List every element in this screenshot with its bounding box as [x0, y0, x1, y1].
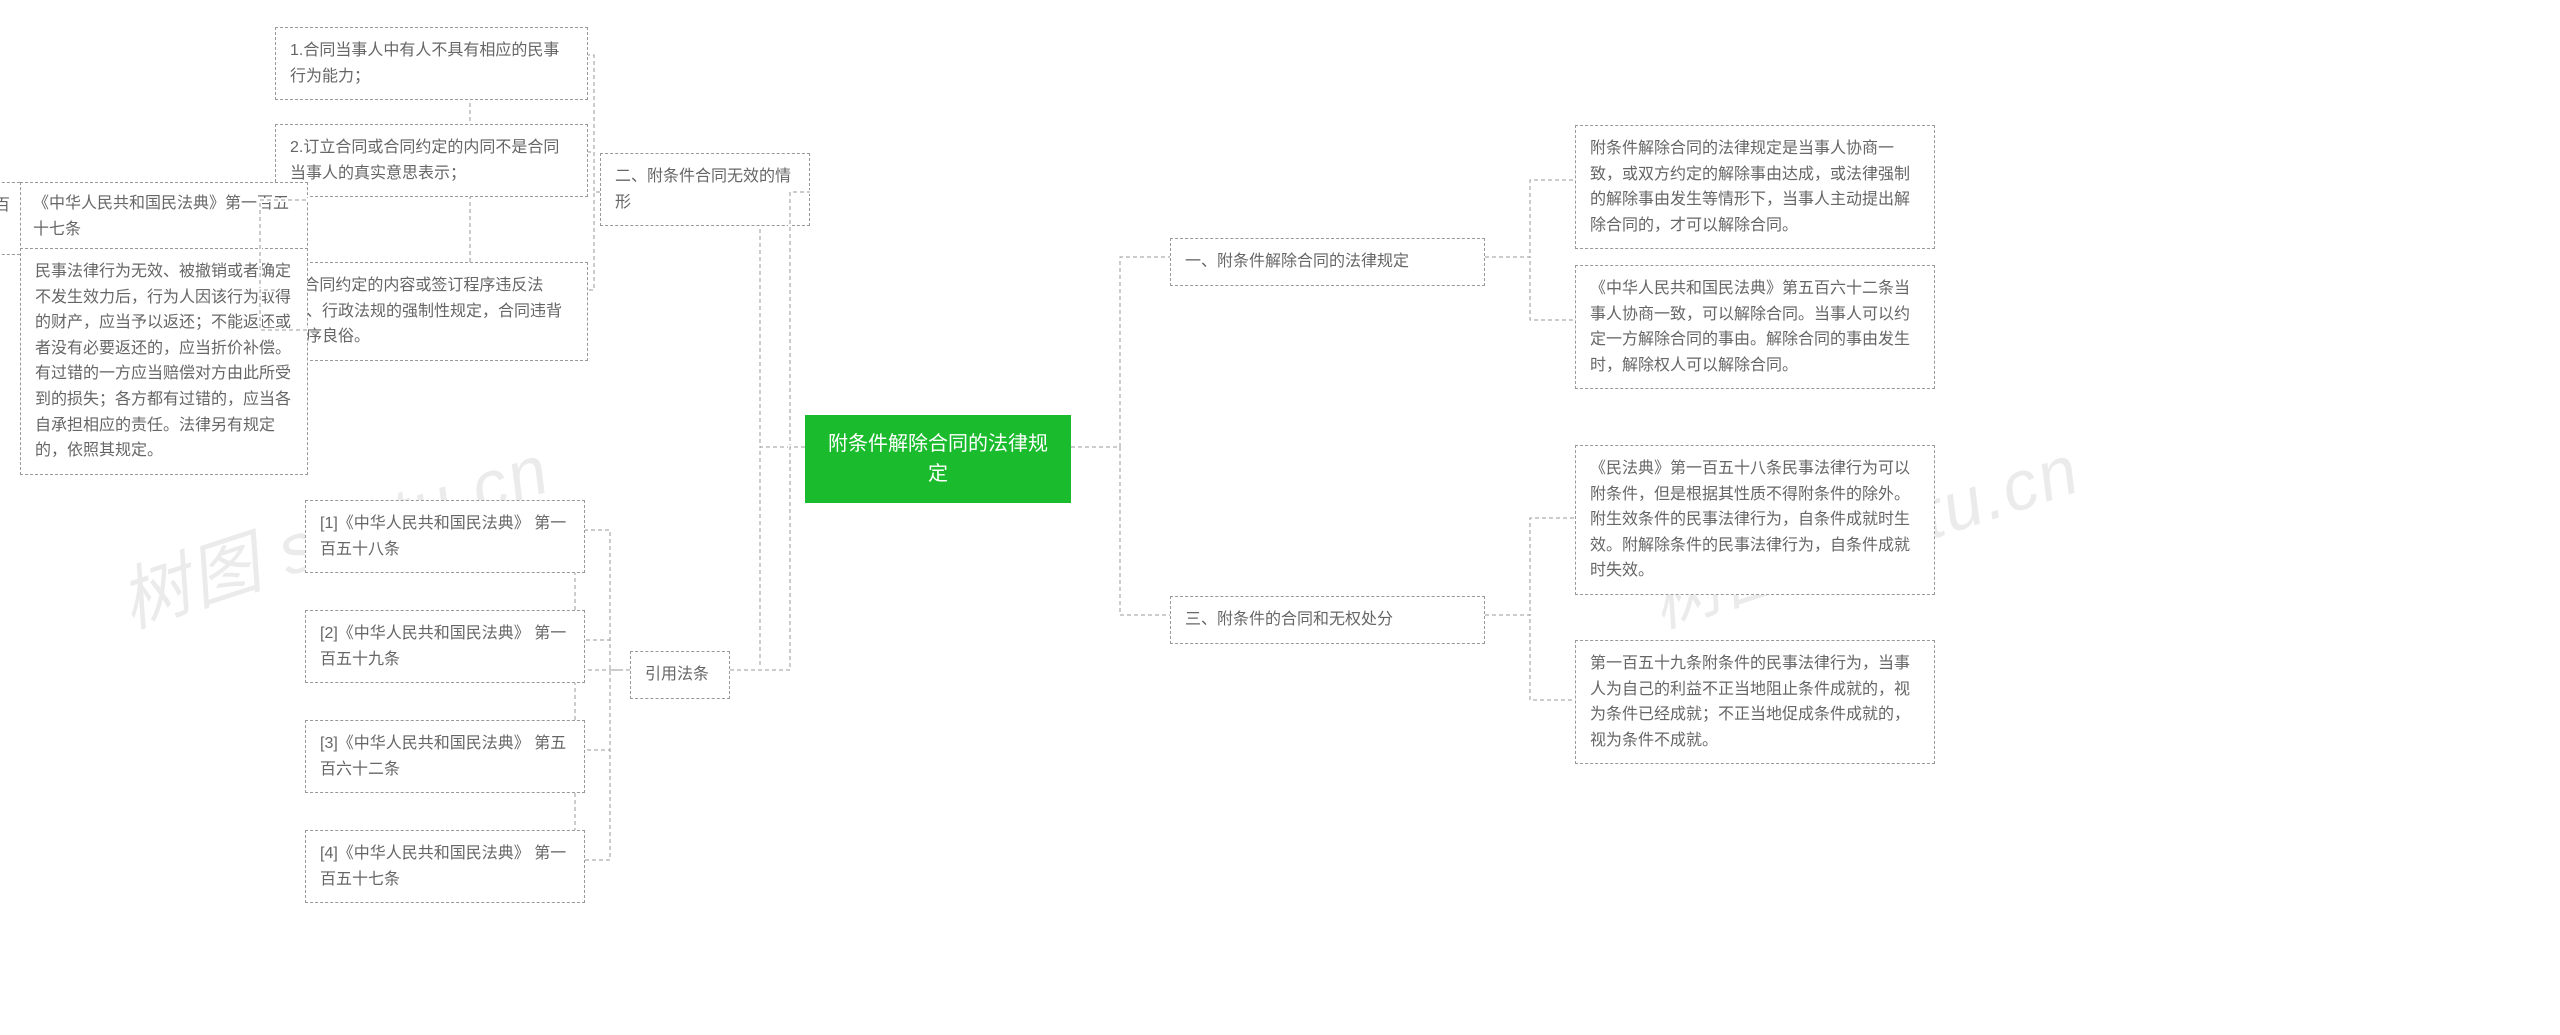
branch-label: 引用法条 [645, 666, 709, 683]
branch-section1: 一、附条件解除合同的法律规定 [1170, 238, 1485, 286]
branch-section3: 三、附条件的合同和无权处分 [1170, 596, 1485, 644]
leaf-text: [2]《中华人民共和国民法典》 第一百五十九条 [320, 625, 566, 668]
leaf-text: [4]《中华人民共和国民法典》 第一百五十七条 [320, 845, 566, 888]
leaf-section2-gc1: 民事法律行为无效、被撤销或者确定不发生效力后，行为人因该行为取得的财产，应当予以… [20, 248, 308, 475]
branch-section2: 二、附条件合同无效的情形 [600, 153, 810, 226]
branch-citations: 引用法条 [630, 651, 730, 699]
leaf-citation-2: [3]《中华人民共和国民法典》 第五百六十二条 [305, 720, 585, 793]
leaf-section1-0: 附条件解除合同的法律规定是当事人协商一致，或双方约定的解除事由达成，或法律强制的… [1575, 125, 1935, 249]
leaf-text: 《中华人民共和国民法典》第一百五十七条 [33, 195, 289, 238]
branch-label: 三、附条件的合同和无权处分 [1185, 611, 1393, 628]
branch-label: 一、附条件解除合同的法律规定 [1185, 253, 1409, 270]
leaf-section3-1: 第一百五十九条附条件的民事法律行为，当事人为自己的利益不正当地阻止条件成就的，视… [1575, 640, 1935, 764]
leaf-citation-3: [4]《中华人民共和国民法典》 第一百五十七条 [305, 830, 585, 903]
leaf-text: [1]《中华人民共和国民法典》 第一百五十八条 [320, 515, 566, 558]
leaf-text: 3.合同约定的内容或签订程序违反法律、行政法规的强制性规定，合同违背公序良俗。 [290, 277, 562, 345]
leaf-section3-0: 《民法典》第一百五十八条民事法律行为可以附条件，但是根据其性质不得附条件的除外。… [1575, 445, 1935, 595]
leaf-text: 民事法律行为无效、被撤销或者确定不发生效力后，行为人因该行为取得的财产，应当予以… [35, 263, 291, 459]
leaf-citation-0: [1]《中华人民共和国民法典》 第一百五十八条 [305, 500, 585, 573]
root-node: 附条件解除合同的法律规定 [805, 415, 1071, 503]
leaf-text: [3]《中华人民共和国民法典》 第五百六十二条 [320, 735, 566, 778]
leaf-section2-1: 2.订立合同或合同约定的内同不是合同当事人的真实意思表示； [275, 124, 588, 197]
leaf-section2-gc0: 《中华人民共和国民法典》第一百五十七条 [20, 182, 308, 251]
leaf-text: 附条件解除合同的法律规定是当事人协商一致，或双方约定的解除事由达成，或法律强制的… [1590, 140, 1910, 234]
leaf-text: 第一百五十九条附条件的民事法律行为，当事人为自己的利益不正当地阻止条件成就的，视… [1590, 655, 1910, 749]
leaf-citation-1: [2]《中华人民共和国民法典》 第一百五十九条 [305, 610, 585, 683]
leaf-text: 《民法典》第一百五十八条民事法律行为可以附条件，但是根据其性质不得附条件的除外。… [1590, 460, 1910, 579]
root-text: 附条件解除合同的法律规定 [828, 433, 1048, 485]
leaf-text: 1.合同当事人中有人不具有相应的民事行为能力； [290, 42, 559, 85]
leaf-section2-2: 3.合同约定的内容或签订程序违反法律、行政法规的强制性规定，合同违背公序良俗。 [275, 262, 588, 361]
leaf-section2-0: 1.合同当事人中有人不具有相应的民事行为能力； [275, 27, 588, 100]
leaf-section1-1: 《中华人民共和国民法典》第五百六十二条当事人协商一致，可以解除合同。当事人可以约… [1575, 265, 1935, 389]
leaf-text: 《中华人民共和国民法典》第五百六十二条当事人协商一致，可以解除合同。当事人可以约… [1590, 280, 1910, 374]
leaf-text: 《中华人民共和国民法典》第一百五十七条 [0, 197, 10, 240]
branch-label: 二、附条件合同无效的情形 [615, 168, 791, 211]
leaf-text: 2.订立合同或合同约定的内同不是合同当事人的真实意思表示； [290, 139, 559, 182]
